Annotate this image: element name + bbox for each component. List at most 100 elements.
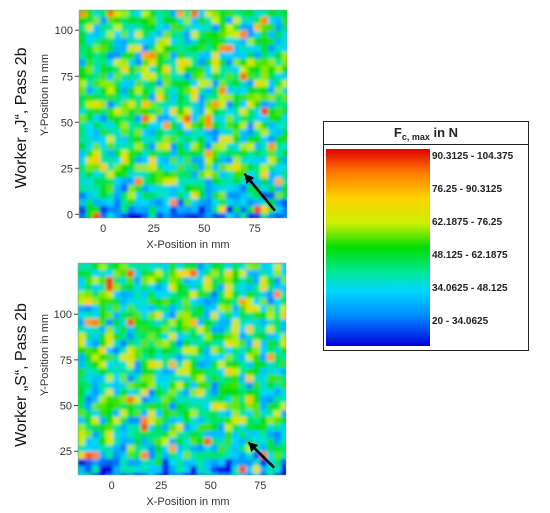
arrow-annotation (243, 173, 276, 212)
heatmap-cell (142, 94, 150, 102)
heatmap-cell (275, 94, 283, 102)
heatmap-cell (99, 452, 107, 460)
heatmap-cell (239, 340, 247, 348)
heatmap-cell (267, 284, 275, 292)
heatmap-cell (85, 452, 93, 460)
heatmap-cell (191, 199, 199, 207)
heatmap-cell (253, 354, 261, 362)
heatmap-cell (78, 305, 86, 313)
legend-title-subscript: c, max (401, 132, 430, 142)
y-tick-label: 100 (54, 309, 72, 321)
heatmap-cell (246, 284, 254, 292)
heatmap-cell (162, 466, 170, 474)
heatmap-cell (106, 403, 114, 411)
heatmap-cell (282, 129, 287, 137)
heatmap-cell (240, 178, 248, 186)
heatmap-cell (121, 206, 129, 214)
heatmap-cell (219, 122, 227, 130)
heatmap-cell (176, 375, 184, 383)
heatmap-cell (121, 73, 129, 81)
heatmap-cell (282, 24, 287, 32)
heatmap-cell (78, 277, 86, 285)
heatmap-cell (121, 185, 129, 193)
heatmap-cell (92, 403, 100, 411)
heatmap-cell (232, 452, 240, 460)
heatmap-cell (183, 312, 191, 320)
heatmap-cell (120, 473, 128, 475)
heatmap-cell (225, 263, 233, 271)
heatmap-cell (191, 94, 199, 102)
heatmap-cell (134, 466, 142, 474)
heatmap-cell (274, 438, 282, 446)
heatmap-cell (177, 171, 185, 179)
heatmap-cell (114, 73, 122, 81)
heatmap-cell (170, 143, 178, 151)
heatmap-cell (127, 277, 135, 285)
heatmap-cell (226, 164, 234, 172)
heatmap-cell (246, 326, 254, 334)
heatmap-cell (232, 284, 240, 292)
heatmap-cell (281, 424, 286, 432)
heatmap-cell (225, 375, 233, 383)
heatmap-cell (113, 417, 121, 425)
heatmap-cell (99, 466, 107, 474)
heatmap-cell (233, 150, 241, 158)
heatmap-cell (268, 164, 276, 172)
heatmap-cell (99, 354, 107, 362)
heatmap-cell (240, 45, 248, 53)
heatmap-cell (86, 73, 94, 81)
heatmap-cell (100, 31, 108, 39)
heatmap-cell (204, 382, 212, 390)
heatmap-cell (247, 199, 255, 207)
heatmap-cell (78, 312, 86, 320)
heatmap-cell (120, 417, 128, 425)
heatmap-cell (211, 368, 219, 376)
heatmap-cell (177, 157, 185, 165)
heatmap-cell (275, 213, 283, 218)
heatmap-cell (281, 347, 286, 355)
heatmap-cell (156, 185, 164, 193)
heatmap-cell (274, 347, 282, 355)
heatmap-cell (128, 31, 136, 39)
heatmap-cell (113, 389, 121, 397)
y-tick-label: 100 (55, 25, 73, 37)
heatmap-cell (267, 431, 275, 439)
heatmap-cell (261, 171, 269, 179)
heatmap-cell (211, 424, 219, 432)
heatmap-cell (86, 108, 94, 116)
heatmap-cell (162, 368, 170, 376)
heatmap-cell (176, 340, 184, 348)
heatmap-cell (184, 24, 192, 32)
heatmap-cell (204, 284, 212, 292)
heatmap-cell (218, 382, 226, 390)
heatmap-cell (135, 101, 143, 109)
heatmap-cell (79, 31, 87, 39)
heatmap-cell (120, 382, 128, 390)
heatmap-cell (86, 38, 94, 46)
heatmap-cell (141, 431, 149, 439)
heatmap-cell (149, 143, 157, 151)
heatmap-cell (260, 431, 268, 439)
heatmap-cell (177, 129, 185, 137)
heatmap-cell (218, 284, 226, 292)
heatmap-cell (274, 270, 282, 278)
heatmap-cell (233, 171, 241, 179)
heatmap-cell (268, 24, 276, 32)
heatmap-cell (163, 136, 171, 144)
heatmap-cell (233, 129, 241, 137)
heatmap-cell (155, 466, 163, 474)
heatmap-cell (135, 192, 143, 200)
heatmap-cell (268, 122, 276, 130)
heatmap-cell (79, 94, 87, 102)
heatmap-cell (93, 31, 101, 39)
worker-j-y-axis-title: Y-Position in mm (39, 54, 51, 136)
heatmap-cell (281, 333, 286, 341)
heatmap-cell (148, 305, 156, 313)
heatmap-cell (267, 382, 275, 390)
heatmap-cell (155, 424, 163, 432)
heatmap-cell (141, 277, 149, 285)
heatmap-cell (162, 312, 170, 320)
heatmap-cell (128, 87, 136, 95)
heatmap-cell (254, 101, 262, 109)
heatmap-cell (170, 108, 178, 116)
